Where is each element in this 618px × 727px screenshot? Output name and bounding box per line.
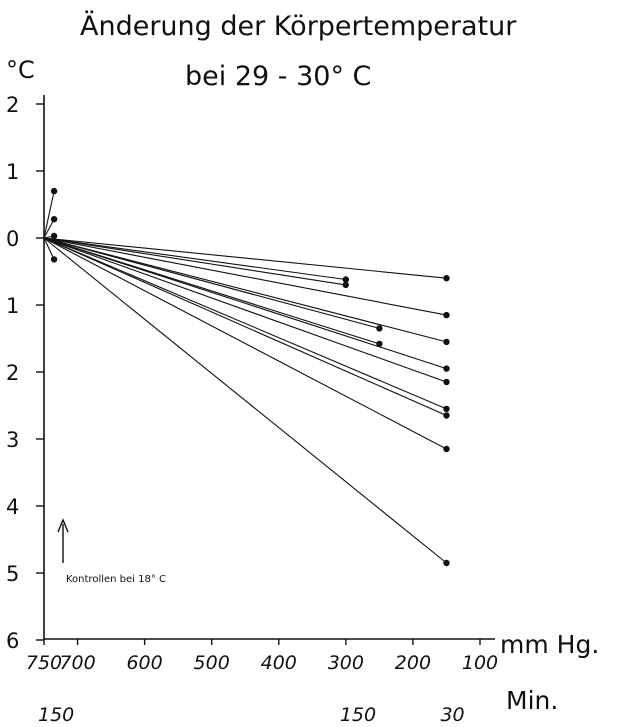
annotation-text: Kontrollen bei 18° C bbox=[66, 574, 166, 585]
y-ticks: 2 1 0 1 2 3 4 5 6 bbox=[6, 93, 44, 653]
series-line bbox=[43, 237, 380, 329]
data-point bbox=[443, 559, 450, 567]
y-tick-label: 6 bbox=[6, 629, 19, 653]
y-tick-label: 3 bbox=[6, 428, 19, 452]
x-tick-label: 300 bbox=[328, 652, 364, 674]
x-tick-label: 200 bbox=[395, 652, 431, 674]
data-point bbox=[342, 276, 349, 283]
series-line bbox=[43, 218, 55, 239]
data-point bbox=[376, 340, 383, 348]
series-line bbox=[43, 237, 447, 410]
data-point bbox=[443, 365, 450, 372]
time-ticks: 150 150 30 bbox=[38, 704, 465, 726]
data-point bbox=[342, 281, 349, 289]
series-line bbox=[43, 237, 447, 316]
y-tick-label: 4 bbox=[6, 495, 19, 519]
time-tick-label: 30 bbox=[440, 704, 464, 726]
y-tick-label: 1 bbox=[6, 294, 19, 318]
annotation-arrowhead bbox=[57, 518, 69, 533]
x-tick-label: 700 bbox=[59, 652, 95, 674]
series-group bbox=[43, 187, 450, 567]
chart-subtitle: bei 29 - 30° C bbox=[185, 61, 371, 92]
x-tick-label: 500 bbox=[194, 652, 230, 674]
data-point bbox=[443, 412, 450, 419]
series-line bbox=[43, 237, 447, 279]
series-line bbox=[43, 237, 346, 286]
time-tick-label: 150 bbox=[340, 704, 376, 726]
y-axis-unit: °C bbox=[6, 56, 35, 84]
x-tick-label: 100 bbox=[462, 652, 498, 674]
data-point bbox=[376, 325, 383, 332]
y-tick-label: 5 bbox=[6, 562, 19, 586]
series-line bbox=[43, 237, 447, 383]
chart-title: Änderung der Körpertemperatur bbox=[80, 10, 517, 42]
x-axis-unit: mm Hg. bbox=[500, 630, 599, 659]
time-axis-unit: Min. bbox=[506, 686, 558, 715]
data-point bbox=[443, 338, 450, 346]
series-line bbox=[43, 237, 447, 450]
series-line bbox=[43, 190, 55, 239]
x-tick-label: 400 bbox=[261, 652, 297, 674]
data-point bbox=[50, 187, 58, 195]
data-point bbox=[50, 216, 58, 223]
data-point bbox=[443, 405, 450, 413]
series-line bbox=[43, 237, 346, 281]
y-tick-label: 0 bbox=[6, 227, 19, 251]
y-tick-label: 2 bbox=[6, 93, 19, 117]
x-tick-label: 750 bbox=[26, 652, 62, 674]
series-line bbox=[43, 237, 380, 345]
data-point bbox=[50, 232, 58, 240]
series-line bbox=[43, 237, 447, 564]
data-point bbox=[443, 275, 450, 282]
data-point bbox=[443, 445, 450, 453]
y-tick-label: 2 bbox=[6, 361, 19, 385]
time-tick-label: 150 bbox=[38, 704, 74, 726]
series-line bbox=[43, 237, 55, 260]
data-point bbox=[443, 378, 450, 386]
x-tick-label: 600 bbox=[126, 652, 162, 674]
series-line bbox=[43, 237, 447, 417]
series-line bbox=[43, 237, 447, 343]
data-point bbox=[50, 256, 58, 263]
data-point bbox=[443, 311, 450, 319]
y-tick-label: 1 bbox=[6, 160, 19, 184]
